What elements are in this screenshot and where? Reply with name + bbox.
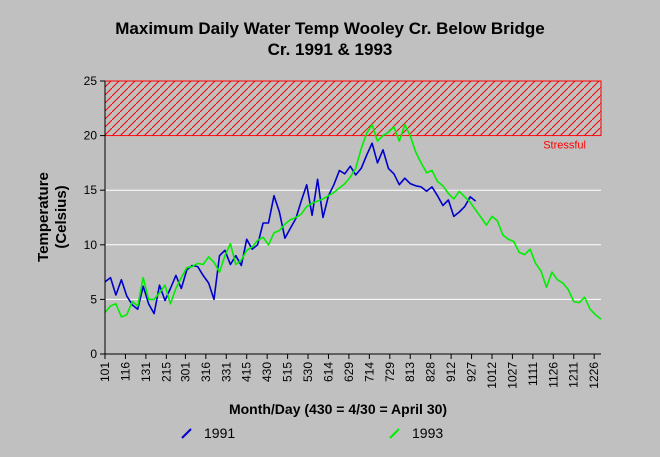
legend: 1991 1993 [181,425,443,441]
legend-swatch-1993 [389,428,400,439]
chart-title-line1: Maximum Daily Water Temp Wooley Cr. Belo… [115,19,545,38]
x-tick-label-3: 215 [159,362,173,382]
y-axis-title: Temperature (Celsius) [35,172,70,262]
x-tick-label-9: 515 [281,362,295,382]
x-tick-label-8: 430 [260,362,274,382]
x-tick-label-5: 316 [199,362,213,382]
x-axis-title: Month/Day (430 = 4/30 = April 30) [229,401,447,417]
x-tick-label-24: 1226 [587,362,601,389]
x-tick-label-11: 614 [321,362,335,382]
series-layer [104,123,602,320]
x-tick-label-10: 530 [301,362,315,382]
x-tick-label-17: 912 [444,362,458,382]
x-tick-label-14: 729 [383,362,397,382]
x-tick-label-20: 1027 [505,362,519,389]
x-tick-label-13: 714 [362,362,376,382]
x-tick-label-21: 1111 [526,362,540,386]
y-tick-label-4: 20 [84,129,98,143]
x-tick-label-7: 415 [240,362,254,382]
x-tick-label-15: 813 [403,362,417,382]
stressful-label: Stressful [543,140,586,152]
legend-swatch-1991 [181,428,192,439]
y-tick-label-3: 15 [84,183,98,197]
stressful-zone [104,80,602,137]
y-tick-label-0: 0 [90,347,97,361]
y-tick-label-1: 5 [90,292,97,306]
y-tick-label-2: 10 [84,238,98,252]
legend-label-1991: 1991 [204,425,235,441]
x-tick-label-4: 301 [178,362,192,382]
y-ticks: 0 5 10 15 20 25 [84,74,105,361]
x-tick-label-2: 131 [139,362,153,382]
x-tick-label-1: 116 [118,362,132,381]
x-tick-label-19: 1012 [485,362,499,389]
x-tick-label-0: 101 [98,362,112,382]
chart-title-line2: Cr. 1991 & 1993 [268,40,393,59]
series-line-1993 [104,123,602,320]
y-tick-label-5: 25 [84,74,98,88]
x-ticks: 101 116 131 215 301 316 331 415 430 515 530 614 629 7… [98,354,601,389]
x-tick-label-12: 629 [342,362,356,382]
x-tick-label-18: 927 [465,362,479,382]
series-line-1991 [104,142,477,315]
x-tick-label-16: 828 [424,362,438,382]
x-tick-label-6: 331 [219,362,233,382]
x-tick-label-22: 1126 [546,362,560,388]
y-axis-title-line1: Temperature [35,172,52,262]
legend-label-1993: 1993 [412,425,443,441]
y-axis-title-line2: (Celsius) [53,185,70,248]
x-tick-label-23: 1211 [567,362,581,388]
